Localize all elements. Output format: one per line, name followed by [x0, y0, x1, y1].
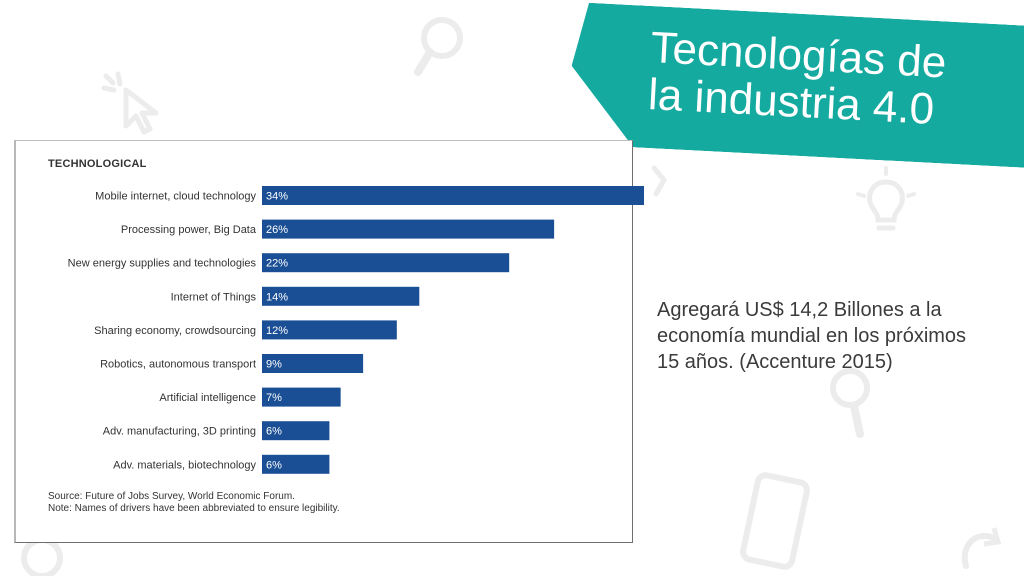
bar-value-label: 12%: [266, 325, 288, 337]
bar-value-label: 26%: [266, 224, 288, 236]
side-paragraph: Agregará US$ 14,2 Billones a la economía…: [657, 299, 967, 373]
bar: [262, 286, 420, 306]
bar-value-label: 34%: [266, 191, 288, 203]
bar: [262, 320, 397, 340]
magnifier-icon: [822, 364, 882, 440]
bar-chart: Mobile internet, cloud technology 34% Proc…: [68, 186, 644, 474]
refresh-icon: [642, 160, 682, 204]
bar-value-label: 9%: [266, 359, 282, 371]
bar-value-label: 22%: [266, 258, 288, 270]
category-label: Mobile internet, cloud technology: [95, 191, 256, 203]
category-label: Processing power, Big Data: [121, 224, 257, 236]
chart-legibility-note: Note: Names of drivers have been abbrevi…: [48, 503, 340, 514]
bar: [262, 186, 644, 205]
title-banner: Tecnologías de la industria 4.0: [567, 2, 1024, 186]
category-label: New energy supplies and technologies: [68, 258, 257, 270]
chart-notes: Source: Future of Jobs Survey, World Eco…: [48, 491, 340, 515]
magnifier-icon: [410, 12, 470, 80]
bar: [262, 253, 510, 273]
chart-panel: TECHNOLOGICAL Mobile internet, cloud tec…: [14, 140, 644, 543]
category-label: Artificial intelligence: [159, 392, 256, 404]
bar-value-label: 6%: [266, 426, 282, 438]
category-label: Robotics, autonomous transport: [100, 359, 256, 371]
bar: [262, 421, 330, 441]
category-label: Adv. manufacturing, 3D printing: [103, 426, 256, 438]
slide-title: Tecnologías de la industria 4.0: [646, 23, 948, 134]
bar-value-label: 7%: [266, 392, 282, 404]
bar: [262, 354, 364, 373]
lightbulb-icon: [846, 164, 926, 244]
bar: [262, 454, 330, 474]
category-label: Sharing economy, crowdsourcing: [94, 325, 256, 337]
chart-title: TECHNOLOGICAL: [48, 158, 147, 170]
bar-value-label: 6%: [266, 459, 282, 471]
cursor-click-icon: [98, 68, 178, 138]
bar-value-label: 14%: [266, 291, 288, 303]
refresh-icon: [950, 516, 1024, 576]
bar: [262, 219, 555, 239]
category-label: Internet of Things: [171, 291, 257, 303]
smartphone-icon: [738, 466, 818, 576]
chart-source-note: Source: Future of Jobs Survey, World Eco…: [48, 491, 295, 502]
category-label: Adv. materials, biotechnology: [113, 459, 256, 471]
bar: [262, 387, 341, 407]
